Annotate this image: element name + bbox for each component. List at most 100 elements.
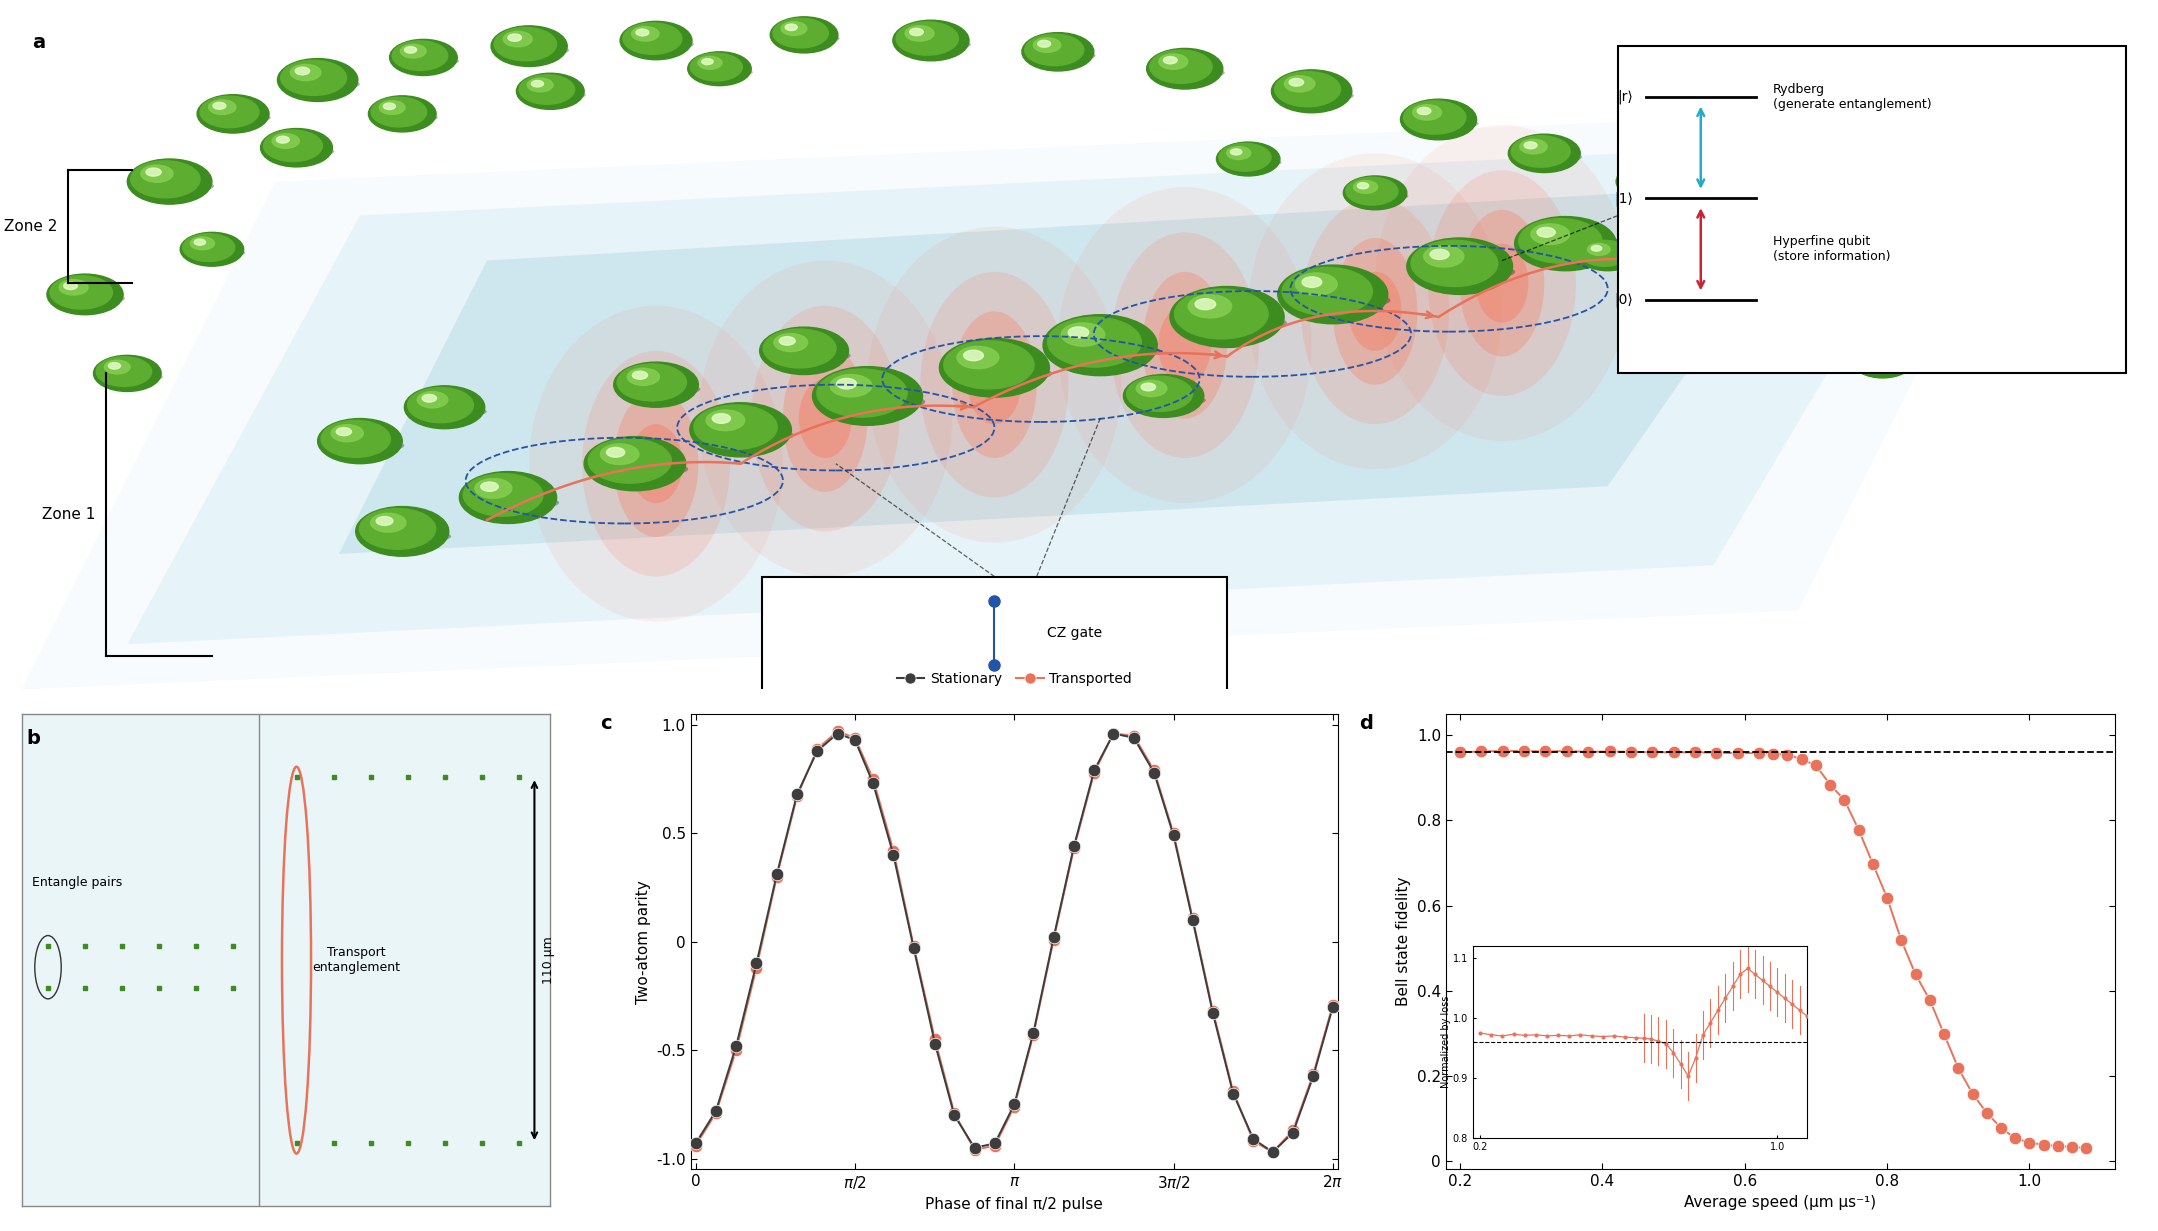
- Ellipse shape: [1459, 209, 1545, 357]
- Ellipse shape: [1334, 238, 1418, 384]
- Ellipse shape: [783, 345, 868, 492]
- FancyBboxPatch shape: [762, 576, 1228, 696]
- Ellipse shape: [188, 247, 246, 257]
- Circle shape: [1519, 139, 1547, 154]
- Circle shape: [1830, 267, 1886, 297]
- Circle shape: [956, 346, 999, 368]
- Ellipse shape: [704, 427, 794, 443]
- Circle shape: [1424, 246, 1463, 267]
- Circle shape: [408, 388, 473, 422]
- Circle shape: [1126, 377, 1193, 411]
- FancyBboxPatch shape: [1618, 47, 2126, 373]
- Circle shape: [1515, 217, 1616, 271]
- Circle shape: [585, 437, 686, 491]
- Ellipse shape: [921, 272, 1068, 497]
- Circle shape: [263, 130, 322, 161]
- Circle shape: [281, 60, 347, 96]
- Ellipse shape: [1301, 198, 1450, 425]
- Circle shape: [818, 369, 906, 417]
- Circle shape: [1068, 327, 1090, 337]
- Circle shape: [317, 419, 401, 464]
- Ellipse shape: [328, 438, 404, 452]
- Circle shape: [837, 378, 857, 389]
- Circle shape: [1288, 79, 1303, 86]
- Ellipse shape: [699, 261, 952, 576]
- Circle shape: [296, 68, 309, 75]
- X-axis label: Average speed (μm μs⁻¹): Average speed (μm μs⁻¹): [1683, 1195, 1877, 1210]
- Ellipse shape: [1420, 263, 1515, 281]
- Text: |r⟩: |r⟩: [1616, 90, 1634, 105]
- Ellipse shape: [779, 33, 839, 44]
- Ellipse shape: [952, 311, 1036, 458]
- Circle shape: [507, 34, 522, 42]
- Circle shape: [786, 25, 796, 31]
- Ellipse shape: [1528, 241, 1618, 257]
- Circle shape: [401, 44, 425, 58]
- Circle shape: [1681, 198, 1739, 229]
- Circle shape: [1828, 265, 1895, 302]
- Circle shape: [760, 327, 848, 374]
- Circle shape: [503, 31, 533, 47]
- Circle shape: [624, 23, 682, 54]
- Circle shape: [1284, 75, 1314, 92]
- Ellipse shape: [1133, 394, 1206, 406]
- Circle shape: [1616, 164, 1683, 199]
- Ellipse shape: [56, 293, 125, 304]
- Circle shape: [1739, 302, 1750, 308]
- Circle shape: [1644, 206, 1662, 215]
- Circle shape: [1301, 277, 1323, 287]
- Legend: Stationary, Transported: Stationary, Transported: [891, 666, 1137, 692]
- Circle shape: [1357, 182, 1368, 188]
- Circle shape: [691, 53, 742, 81]
- Ellipse shape: [1057, 187, 1312, 503]
- Circle shape: [1638, 202, 1675, 222]
- Ellipse shape: [1772, 247, 1836, 259]
- Circle shape: [147, 169, 162, 176]
- Circle shape: [1778, 238, 1791, 245]
- Circle shape: [132, 161, 201, 198]
- Circle shape: [356, 507, 449, 556]
- Circle shape: [1588, 244, 1610, 255]
- Circle shape: [1618, 165, 1675, 194]
- Circle shape: [278, 59, 358, 101]
- Circle shape: [481, 483, 498, 491]
- Ellipse shape: [378, 112, 438, 123]
- Circle shape: [1163, 57, 1176, 64]
- Circle shape: [1431, 249, 1450, 260]
- Ellipse shape: [287, 78, 360, 91]
- Circle shape: [97, 357, 151, 387]
- Circle shape: [619, 21, 693, 60]
- Circle shape: [520, 75, 574, 105]
- Circle shape: [775, 334, 807, 352]
- Circle shape: [814, 367, 921, 426]
- Circle shape: [1230, 149, 1241, 155]
- Circle shape: [1843, 272, 1854, 278]
- Polygon shape: [339, 182, 1819, 554]
- Circle shape: [214, 102, 227, 110]
- Circle shape: [181, 233, 244, 266]
- Circle shape: [272, 134, 300, 148]
- Ellipse shape: [524, 90, 585, 101]
- Ellipse shape: [1290, 292, 1390, 309]
- Ellipse shape: [207, 112, 270, 123]
- Circle shape: [589, 438, 671, 484]
- Circle shape: [1418, 107, 1431, 114]
- Ellipse shape: [751, 305, 900, 532]
- Circle shape: [1275, 71, 1340, 107]
- Circle shape: [404, 47, 416, 53]
- Circle shape: [1411, 240, 1498, 287]
- Ellipse shape: [1836, 282, 1897, 292]
- Circle shape: [322, 420, 391, 458]
- Ellipse shape: [954, 364, 1053, 383]
- Circle shape: [330, 425, 363, 442]
- Circle shape: [1023, 32, 1094, 71]
- Circle shape: [527, 78, 552, 92]
- Circle shape: [1765, 231, 1824, 263]
- Ellipse shape: [1349, 272, 1401, 351]
- Circle shape: [1726, 295, 1785, 327]
- Circle shape: [140, 165, 173, 182]
- Circle shape: [893, 20, 969, 60]
- Circle shape: [531, 80, 544, 87]
- Ellipse shape: [501, 44, 570, 57]
- Circle shape: [613, 362, 699, 407]
